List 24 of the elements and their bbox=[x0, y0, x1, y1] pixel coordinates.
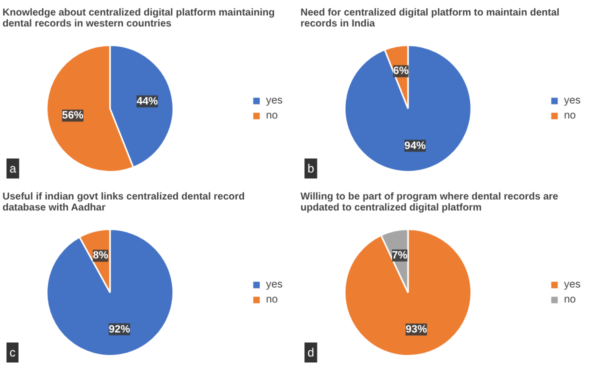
chart-title: Useful if indian govt links centralized dental record database with Aadhar bbox=[2, 192, 245, 214]
text: c bbox=[10, 346, 16, 360]
legend-label: no bbox=[266, 294, 279, 306]
data-label: 56% bbox=[62, 110, 84, 122]
text: a bbox=[10, 162, 16, 176]
legend-label: no bbox=[564, 294, 577, 306]
chart-title: Willing to be part of program where dental records are updated to centralized digital platform bbox=[300, 192, 559, 214]
legend-label: yes bbox=[266, 278, 284, 290]
text: b bbox=[308, 162, 314, 176]
data-label: 94% bbox=[404, 140, 426, 152]
chart-title: Need for centralized digital platform to maintain dental records in India bbox=[300, 8, 560, 30]
legend-label: yes bbox=[564, 94, 582, 106]
data-label: 6% bbox=[393, 65, 410, 78]
legend-label: no bbox=[266, 110, 279, 122]
legend-label: no bbox=[564, 110, 577, 122]
chart-title: Knowledge about centralized digital platform maintaining dental records in western countries bbox=[2, 8, 275, 30]
data-label: 8% bbox=[92, 250, 109, 262]
data-label: 44% bbox=[136, 95, 158, 108]
data-label: 92% bbox=[108, 323, 131, 336]
data-label: 93% bbox=[406, 324, 428, 336]
legend-label: yes bbox=[564, 278, 582, 290]
legend-label: yes bbox=[266, 94, 284, 106]
text: d bbox=[308, 346, 314, 360]
data-label: 7% bbox=[392, 249, 408, 262]
